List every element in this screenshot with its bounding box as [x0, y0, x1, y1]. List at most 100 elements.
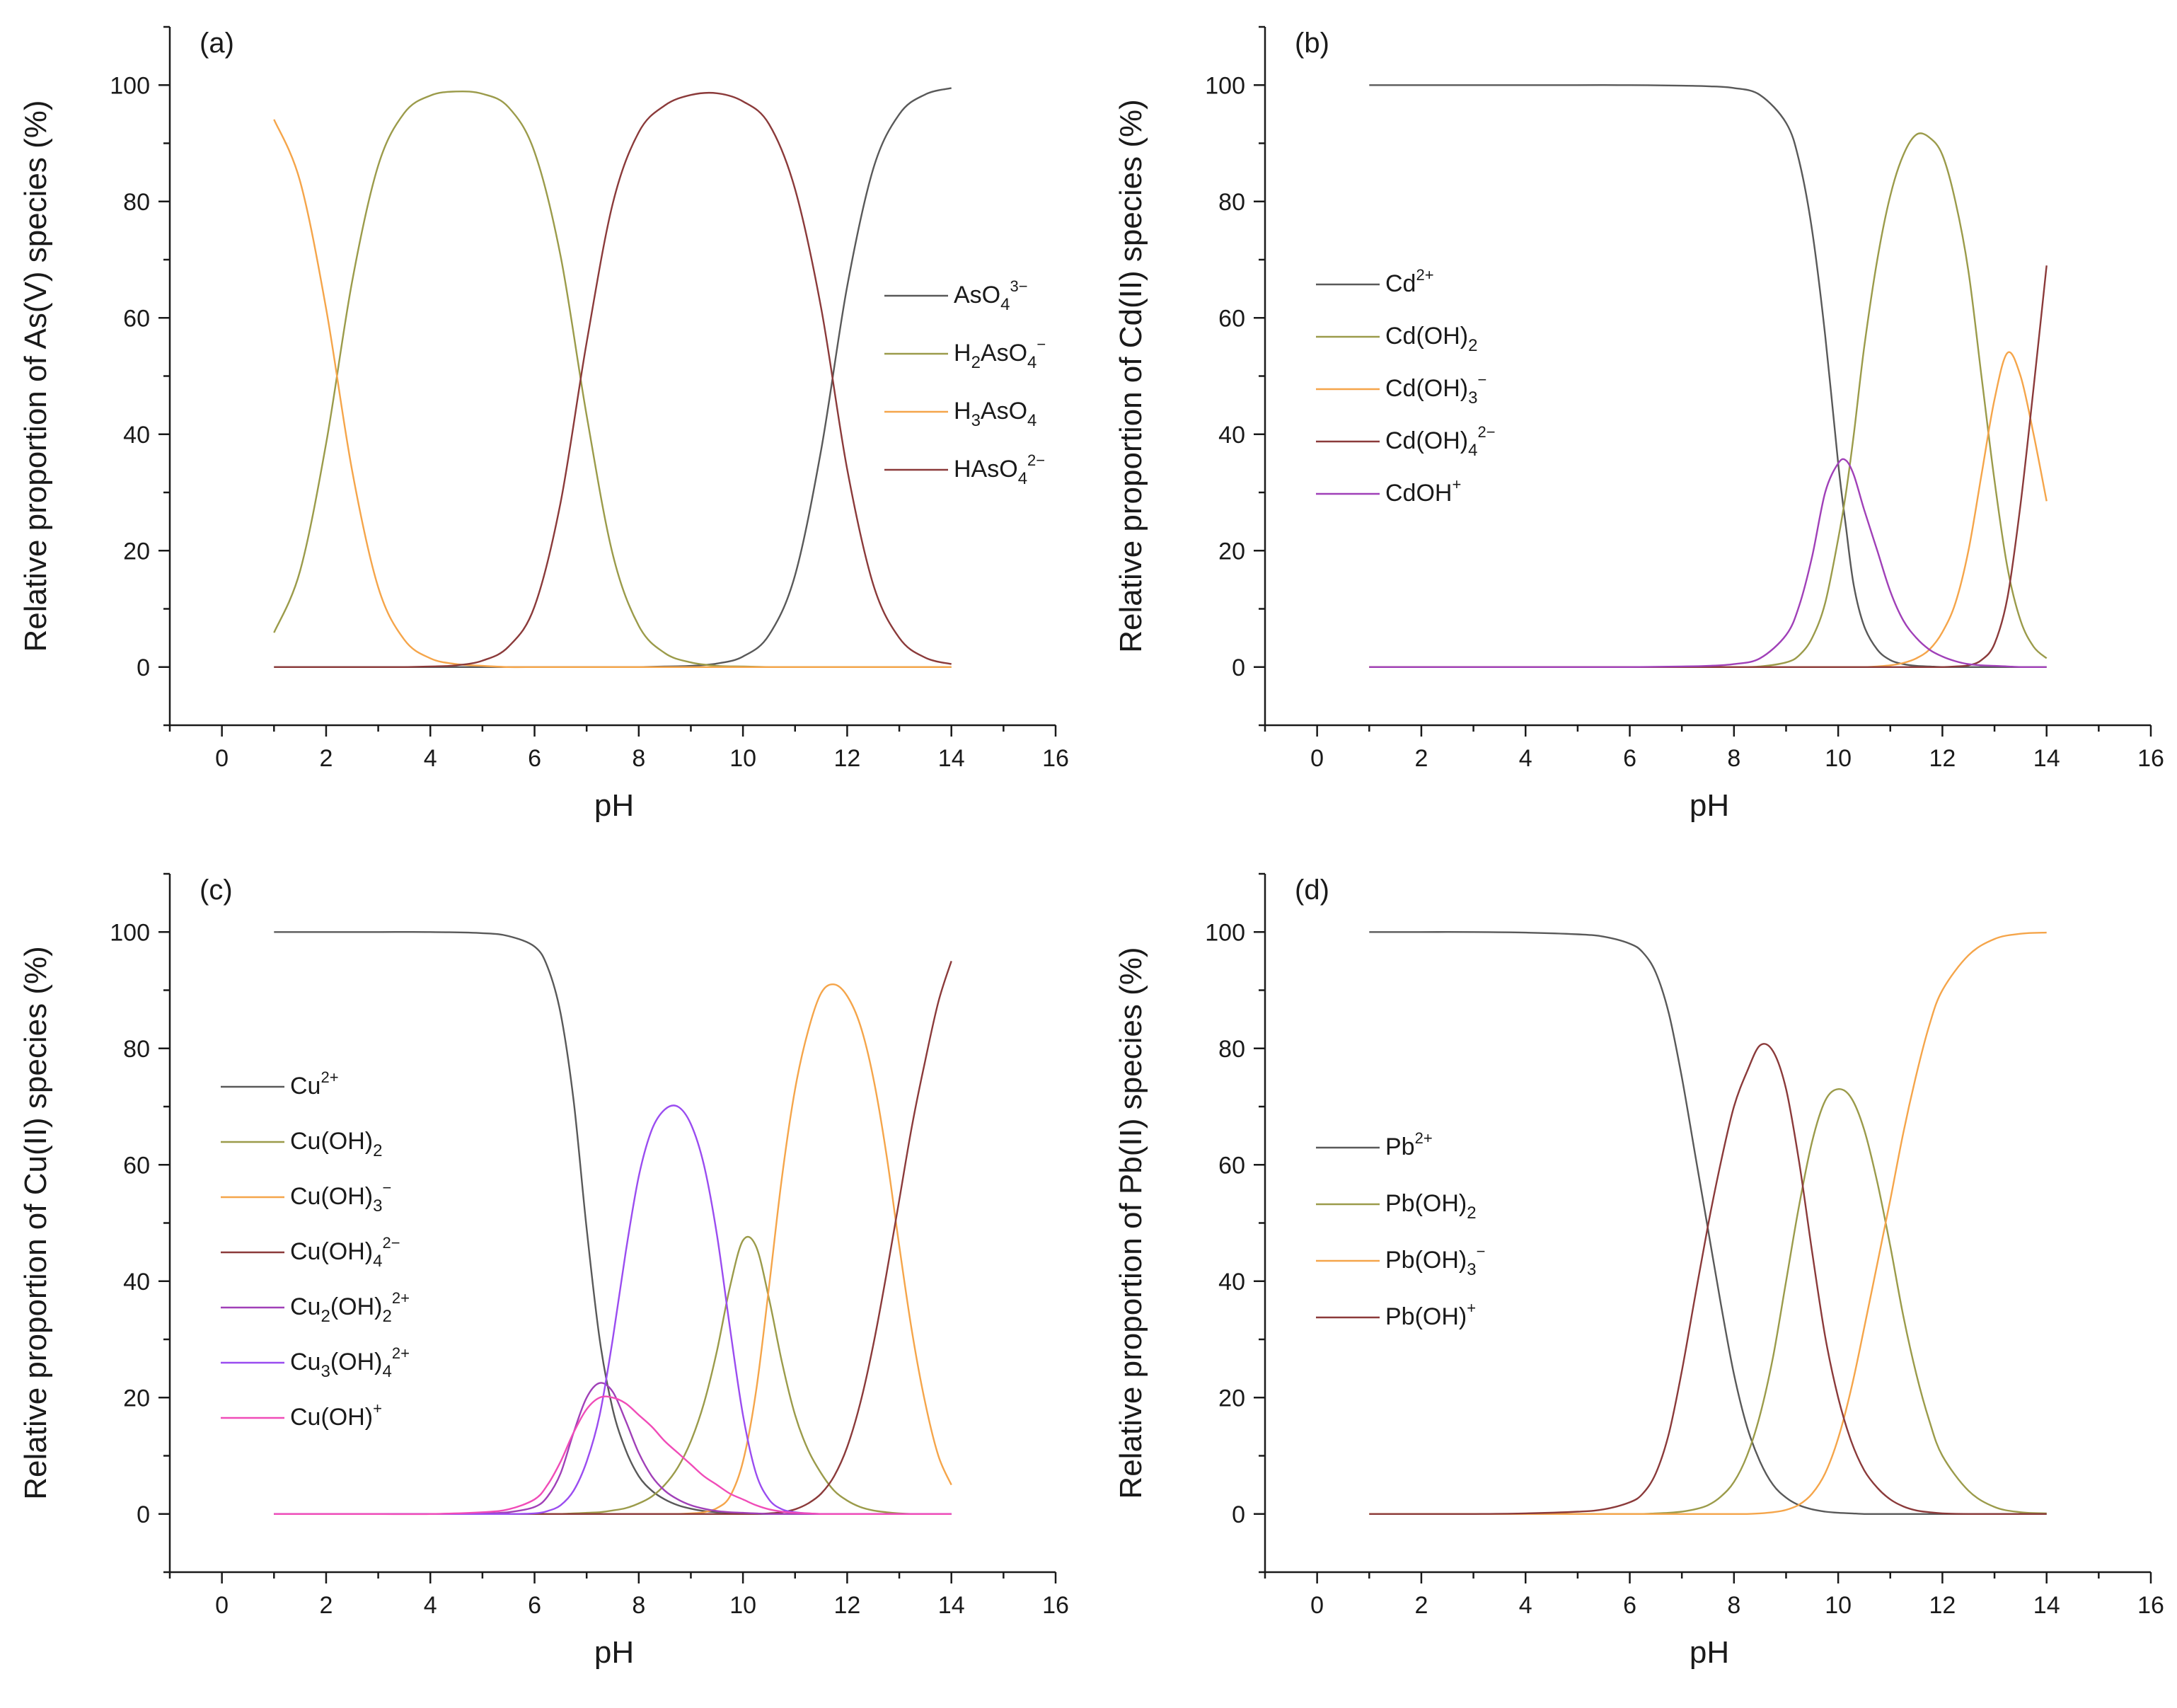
x-tick-label: 16: [1042, 1592, 1069, 1619]
x-tick-label: 6: [528, 1592, 541, 1619]
x-tick-label: 6: [1623, 745, 1636, 772]
x-tick-label: 14: [938, 745, 965, 772]
legend: Cd2+ Cd(OH)2 Cd(OH)3− Cd(OH)42− CdOH+: [1316, 266, 1496, 507]
panel-d: 0 2 4 6 8 10 12 14 16 0 20 40 60 80 100 pH Relative prop…: [1114, 872, 2164, 1670]
y-tick-label: 20: [1218, 538, 1245, 565]
y-tick-label: 100: [110, 919, 150, 946]
y-tick-label: 60: [1218, 1152, 1245, 1179]
series-line-6: [274, 1395, 952, 1516]
x-tick-label: 16: [1042, 745, 1069, 772]
x-tick-label: 6: [528, 745, 541, 772]
legend-label: Cd2+: [1385, 266, 1434, 297]
y-tick-label: 80: [1218, 1036, 1245, 1063]
y-axis-label: Relative proportion of As(V) species (%): [18, 100, 53, 652]
x-tick-label: 2: [319, 1592, 333, 1619]
legend-label: AsO43−: [954, 277, 1028, 314]
series-line-4: [1369, 458, 2047, 669]
panel-label: (a): [200, 28, 234, 59]
x-axis-label: pH: [1690, 788, 1729, 823]
legend: AsO43− H2AsO4− H3AsO4 HAsO42−: [884, 277, 1046, 488]
panel-a: 0 2 4 6 8 10 12 14 16 0 20 40 60 80 100 pH Relative prop…: [18, 25, 1069, 823]
series-line-0: [1369, 84, 2047, 669]
x-tick-label: 2: [1414, 745, 1428, 772]
x-tick-label: 12: [833, 745, 860, 772]
series-line-3: [1369, 1043, 2047, 1516]
legend-label: HAsO42−: [954, 451, 1045, 488]
panel-label: (c): [200, 875, 233, 906]
x-tick-label: 16: [2137, 745, 2164, 772]
y-tick-label: 60: [123, 305, 150, 332]
legend: Pb2+ Pb(OH)2 Pb(OH)3− Pb(OH)+: [1316, 1129, 1485, 1330]
x-tick-label: 8: [632, 745, 645, 772]
x-tick-label: 6: [1623, 1592, 1636, 1619]
x-tick-label: 12: [1929, 745, 1956, 772]
panel-b: 0 2 4 6 8 10 12 14 16 0 20 40 60 80 100 pH Relative prop…: [1114, 25, 2164, 823]
y-tick-label: 40: [1218, 422, 1245, 449]
legend-label: Cu2(OH)22+: [290, 1289, 410, 1326]
x-tick-label: 4: [424, 1592, 437, 1619]
y-tick-label: 100: [1205, 919, 1245, 946]
x-tick-label: 4: [1519, 745, 1532, 772]
x-tick-label: 10: [729, 745, 756, 772]
legend-label: CdOH+: [1385, 475, 1461, 507]
x-tick-label: 14: [2033, 1592, 2060, 1619]
y-tick-label: 80: [123, 1036, 150, 1063]
x-tick-label: 12: [1929, 1592, 1956, 1619]
panel-label: (d): [1295, 875, 1329, 906]
x-axis-label: pH: [594, 1635, 634, 1670]
x-tick-label: 0: [215, 1592, 229, 1619]
y-tick-label: 0: [1232, 654, 1245, 681]
x-tick-label: 4: [424, 745, 437, 772]
legend-label: Cd(OH)2: [1385, 323, 1477, 355]
series-line-2: [273, 119, 952, 669]
x-tick-label: 0: [1310, 1592, 1324, 1619]
x-tick-label: 4: [1519, 1592, 1532, 1619]
legend-label: Pb2+: [1385, 1129, 1433, 1160]
x-tick-label: 14: [938, 1592, 965, 1619]
x-tick-label: 0: [215, 745, 229, 772]
legend-label: Cu3(OH)42+: [290, 1344, 410, 1381]
series-line-3: [274, 961, 952, 1516]
x-tick-label: 10: [1825, 745, 1852, 772]
y-tick-label: 60: [1218, 305, 1245, 332]
legend-label: Cu2+: [290, 1068, 339, 1100]
series-line-2: [1369, 931, 2047, 1516]
series-line-0: [274, 930, 952, 1516]
x-tick-label: 8: [1727, 1592, 1740, 1619]
y-axis-label: Relative proportion of Cu(II) species (%…: [18, 946, 53, 1500]
y-tick-label: 40: [123, 422, 150, 449]
x-tick-label: 8: [1727, 745, 1740, 772]
x-tick-label: 10: [1825, 1592, 1852, 1619]
y-tick-label: 60: [123, 1152, 150, 1179]
legend-label: Cu(OH)42−: [290, 1234, 400, 1271]
y-tick-label: 100: [1205, 72, 1245, 99]
legend-label: Cd(OH)3−: [1385, 371, 1486, 408]
x-tick-label: 2: [1414, 1592, 1428, 1619]
y-tick-label: 20: [123, 538, 150, 565]
series-line-2: [274, 983, 952, 1516]
y-tick-label: 80: [123, 189, 150, 216]
legend: Cu2+ Cu(OH)2 Cu(OH)3− Cu(OH)42− Cu2(OH)22+ Cu…: [221, 1068, 410, 1431]
y-tick-label: 80: [1218, 189, 1245, 216]
y-tick-label: 40: [123, 1269, 150, 1296]
legend-label: Pb(OH)2: [1385, 1190, 1477, 1223]
x-axis-label: pH: [594, 788, 634, 823]
series-line-3: [1369, 265, 2048, 669]
y-tick-label: 0: [1232, 1501, 1245, 1528]
x-tick-label: 8: [632, 1592, 645, 1619]
x-tick-label: 12: [833, 1592, 860, 1619]
x-tick-label: 16: [2137, 1592, 2164, 1619]
legend-label: Pb(OH)+: [1385, 1299, 1476, 1330]
legend-label: Cu(OH)2: [290, 1128, 382, 1160]
legend-label: H2AsO4−: [954, 335, 1046, 372]
y-tick-label: 40: [1218, 1269, 1245, 1296]
y-tick-label: 100: [110, 72, 150, 99]
legend-label: Cu(OH)3−: [290, 1179, 391, 1216]
series-line-3: [274, 91, 952, 669]
y-axis-label: Relative proportion of Cd(II) species (%…: [1114, 99, 1148, 653]
x-tick-label: 14: [2033, 745, 2060, 772]
legend-label: Cd(OH)42−: [1385, 423, 1496, 460]
x-tick-label: 2: [319, 745, 333, 772]
x-axis-label: pH: [1690, 1635, 1729, 1670]
